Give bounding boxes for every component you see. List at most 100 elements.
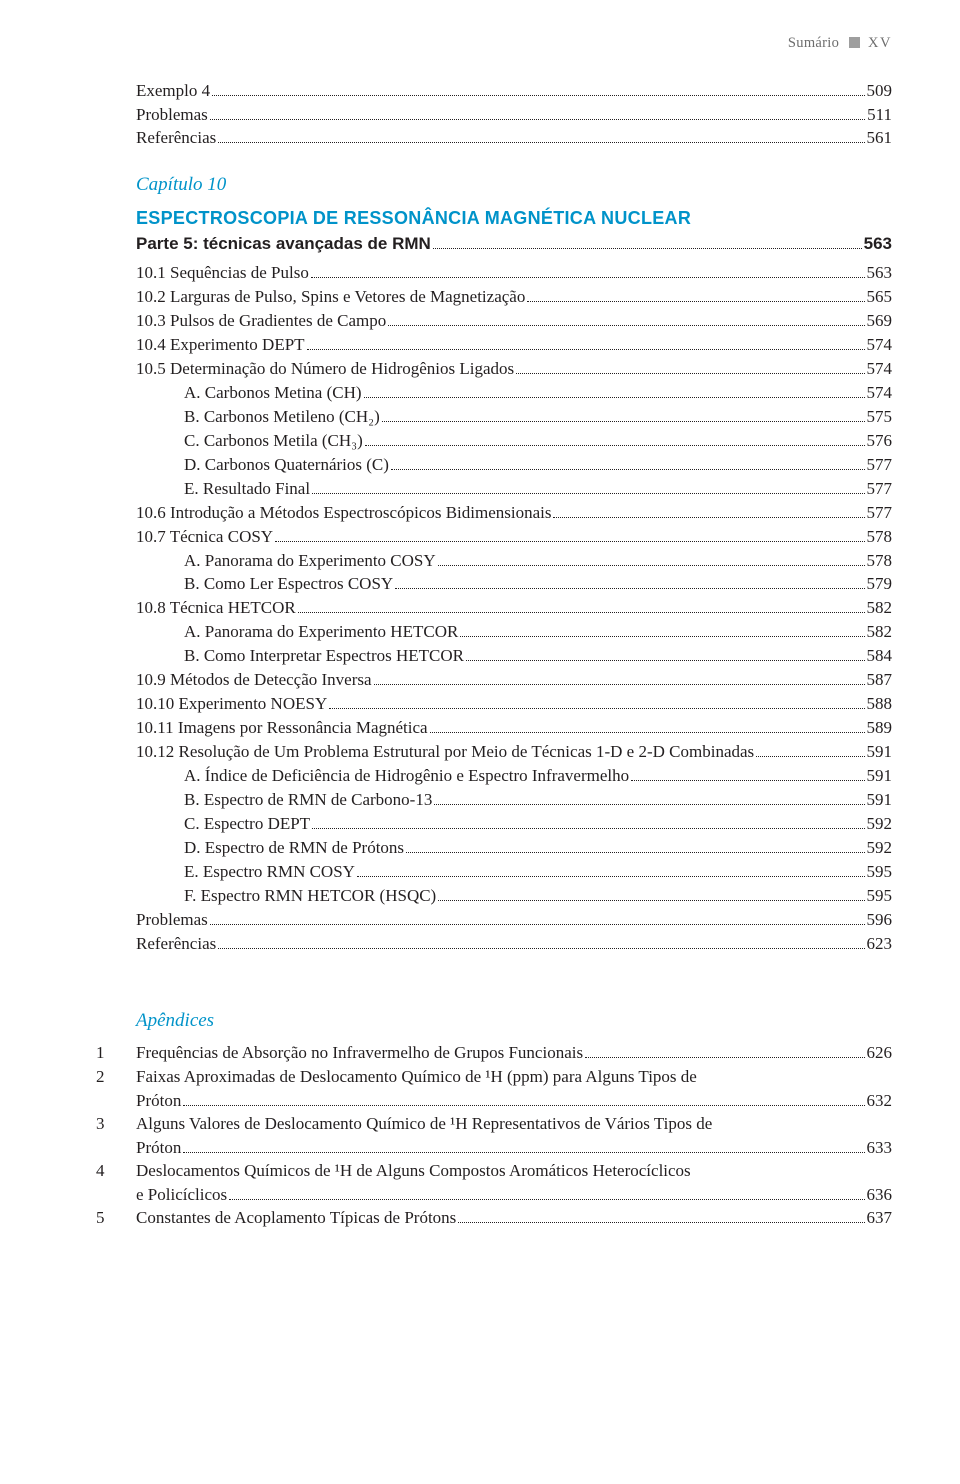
toc-row: D. Carbonos Quaternários (C) 577 (96, 454, 892, 477)
toc-row: B. Como Interpretar Espectros HETCOR 584 (96, 645, 892, 668)
appendix-label-cont: Próton (136, 1090, 181, 1113)
header-label: Sumário (788, 35, 839, 51)
toc-page: 591 (867, 789, 893, 812)
toc-label: B. Como Ler Espectros COSY (184, 573, 393, 596)
toc-page: 579 (867, 573, 893, 596)
leader-dots (307, 337, 865, 350)
appendix-page: 636 (867, 1184, 893, 1207)
toc-label: 10.4 Experimento DEPT (136, 334, 305, 357)
toc-row: Exemplo 4 509 (96, 80, 892, 103)
toc-page: 563 (867, 262, 893, 285)
appendix-row: 1Frequências de Absorção no Infravermelh… (96, 1042, 892, 1065)
toc-label: Referências (136, 127, 216, 150)
toc-row: 10.11 Imagens por Ressonância Magnética5… (96, 717, 892, 740)
toc-label: B. Carbonos Metileno (CH₂) (184, 406, 380, 429)
toc-label: D. Espectro de RMN de Prótons (184, 837, 404, 860)
toc-label: Exemplo 4 (136, 80, 210, 103)
toc-row: C. Espectro DEPT592 (96, 813, 892, 836)
toc-row: A. Carbonos Metina (CH)574 (96, 382, 892, 405)
toc-row: 10.5 Determinação do Número de Hidrogêni… (96, 358, 892, 381)
toc-label: E. Resultado Final (184, 478, 310, 501)
toc-appendix-block: 1Frequências de Absorção no Infravermelh… (96, 1042, 892, 1230)
toc-row: 10.2 Larguras de Pulso, Spins e Vetores … (96, 286, 892, 309)
toc-page: 575 (867, 406, 893, 429)
toc-page: 582 (867, 621, 893, 644)
leader-dots (374, 672, 865, 685)
toc-label: B. Espectro de RMN de Carbono-13 (184, 789, 432, 812)
leader-dots (364, 385, 865, 398)
toc-page: 574 (867, 334, 893, 357)
header-page: XV (868, 35, 892, 51)
toc-page: 582 (867, 597, 893, 620)
toc-page: 623 (867, 933, 893, 956)
toc-pre-block: Exemplo 4 509Problemas511Referências 561 (96, 80, 892, 151)
appendix-label: Alguns Valores de Deslocamento Químico d… (136, 1113, 712, 1136)
toc-label: Referências (136, 933, 216, 956)
appendix-number: 3 (96, 1113, 136, 1136)
toc-row: A. Panorama do Experimento COSY578 (96, 550, 892, 573)
appendix-label-cont: e Policíclicos (136, 1184, 227, 1207)
leader-dots (430, 720, 865, 733)
toc-row: C. Carbonos Metila (CH₃)576 (96, 430, 892, 453)
appendix-page: 632 (867, 1090, 893, 1113)
leader-dots (183, 1140, 864, 1153)
toc-label: 10.10 Experimento NOESY (136, 693, 327, 716)
toc-label: A. Índice de Deficiência de Hidrogênio e… (184, 765, 629, 788)
toc-page: 584 (867, 645, 893, 668)
toc-label: A. Carbonos Metina (CH) (184, 382, 362, 405)
toc-page: 509 (867, 80, 893, 103)
header-square-icon (849, 37, 860, 48)
leader-dots (434, 792, 864, 805)
leader-dots (365, 433, 865, 446)
leader-dots (438, 888, 864, 901)
appendix-row: 3Alguns Valores de Deslocamento Químico … (96, 1113, 892, 1160)
toc-row: 10.10 Experimento NOESY 588 (96, 693, 892, 716)
toc-page: 587 (867, 669, 893, 692)
leader-dots (329, 696, 864, 709)
toc-page: 561 (867, 127, 893, 150)
toc-label: 10.3 Pulsos de Gradientes de Campo (136, 310, 386, 333)
toc-page: 588 (867, 693, 893, 716)
appendix-row: 5Constantes de Acoplamento Típicas de Pr… (96, 1207, 892, 1230)
toc-page: 577 (867, 478, 893, 501)
appendix-label: Deslocamentos Químicos de ¹H de Alguns C… (136, 1160, 691, 1183)
running-header: Sumário XV (96, 34, 892, 54)
leader-dots (395, 577, 864, 590)
toc-row: F. Espectro RMN HETCOR (HSQC)595 (96, 885, 892, 908)
appendix-number: 1 (96, 1042, 136, 1065)
toc-label: 10.1 Sequências de Pulso (136, 262, 309, 285)
toc-page: 596 (867, 909, 893, 932)
toc-page: 589 (867, 717, 893, 740)
appendix-number: 2 (96, 1066, 136, 1089)
appendix-label-cont: Próton (136, 1137, 181, 1160)
leader-dots (298, 601, 865, 614)
leader-dots (210, 107, 865, 120)
toc-label: Problemas (136, 909, 208, 932)
toc-label: D. Carbonos Quaternários (C) (184, 454, 389, 477)
appendix-page: 626 (867, 1042, 893, 1065)
toc-label: F. Espectro RMN HETCOR (HSQC) (184, 885, 436, 908)
toc-row: A. Índice de Deficiência de Hidrogênio e… (96, 765, 892, 788)
toc-row: D. Espectro de RMN de Prótons 592 (96, 837, 892, 860)
toc-page: 574 (867, 358, 893, 381)
toc-page: 578 (867, 550, 893, 573)
toc-page: 578 (867, 526, 893, 549)
leader-dots (631, 768, 864, 781)
toc-row: 10.1 Sequências de Pulso 563 (96, 262, 892, 285)
leader-dots (466, 649, 865, 662)
leader-dots (218, 131, 864, 144)
toc-page: 592 (867, 837, 893, 860)
part-subheading: Parte 5: técnicas avançadas de RMN 563 (96, 233, 892, 256)
toc-page: 577 (867, 454, 893, 477)
leader-dots (275, 529, 864, 542)
subheading-page: 563 (864, 233, 892, 256)
toc-page: 576 (867, 430, 893, 453)
leader-dots (406, 840, 864, 853)
toc-row: Problemas511 (96, 104, 892, 127)
toc-label: B. Como Interpretar Espectros HETCOR (184, 645, 464, 668)
toc-row: B. Como Ler Espectros COSY 579 (96, 573, 892, 596)
toc-row: Referências 623 (96, 933, 892, 956)
leader-dots (458, 1210, 864, 1223)
leader-dots (210, 912, 865, 925)
toc-page: 591 (867, 741, 893, 764)
